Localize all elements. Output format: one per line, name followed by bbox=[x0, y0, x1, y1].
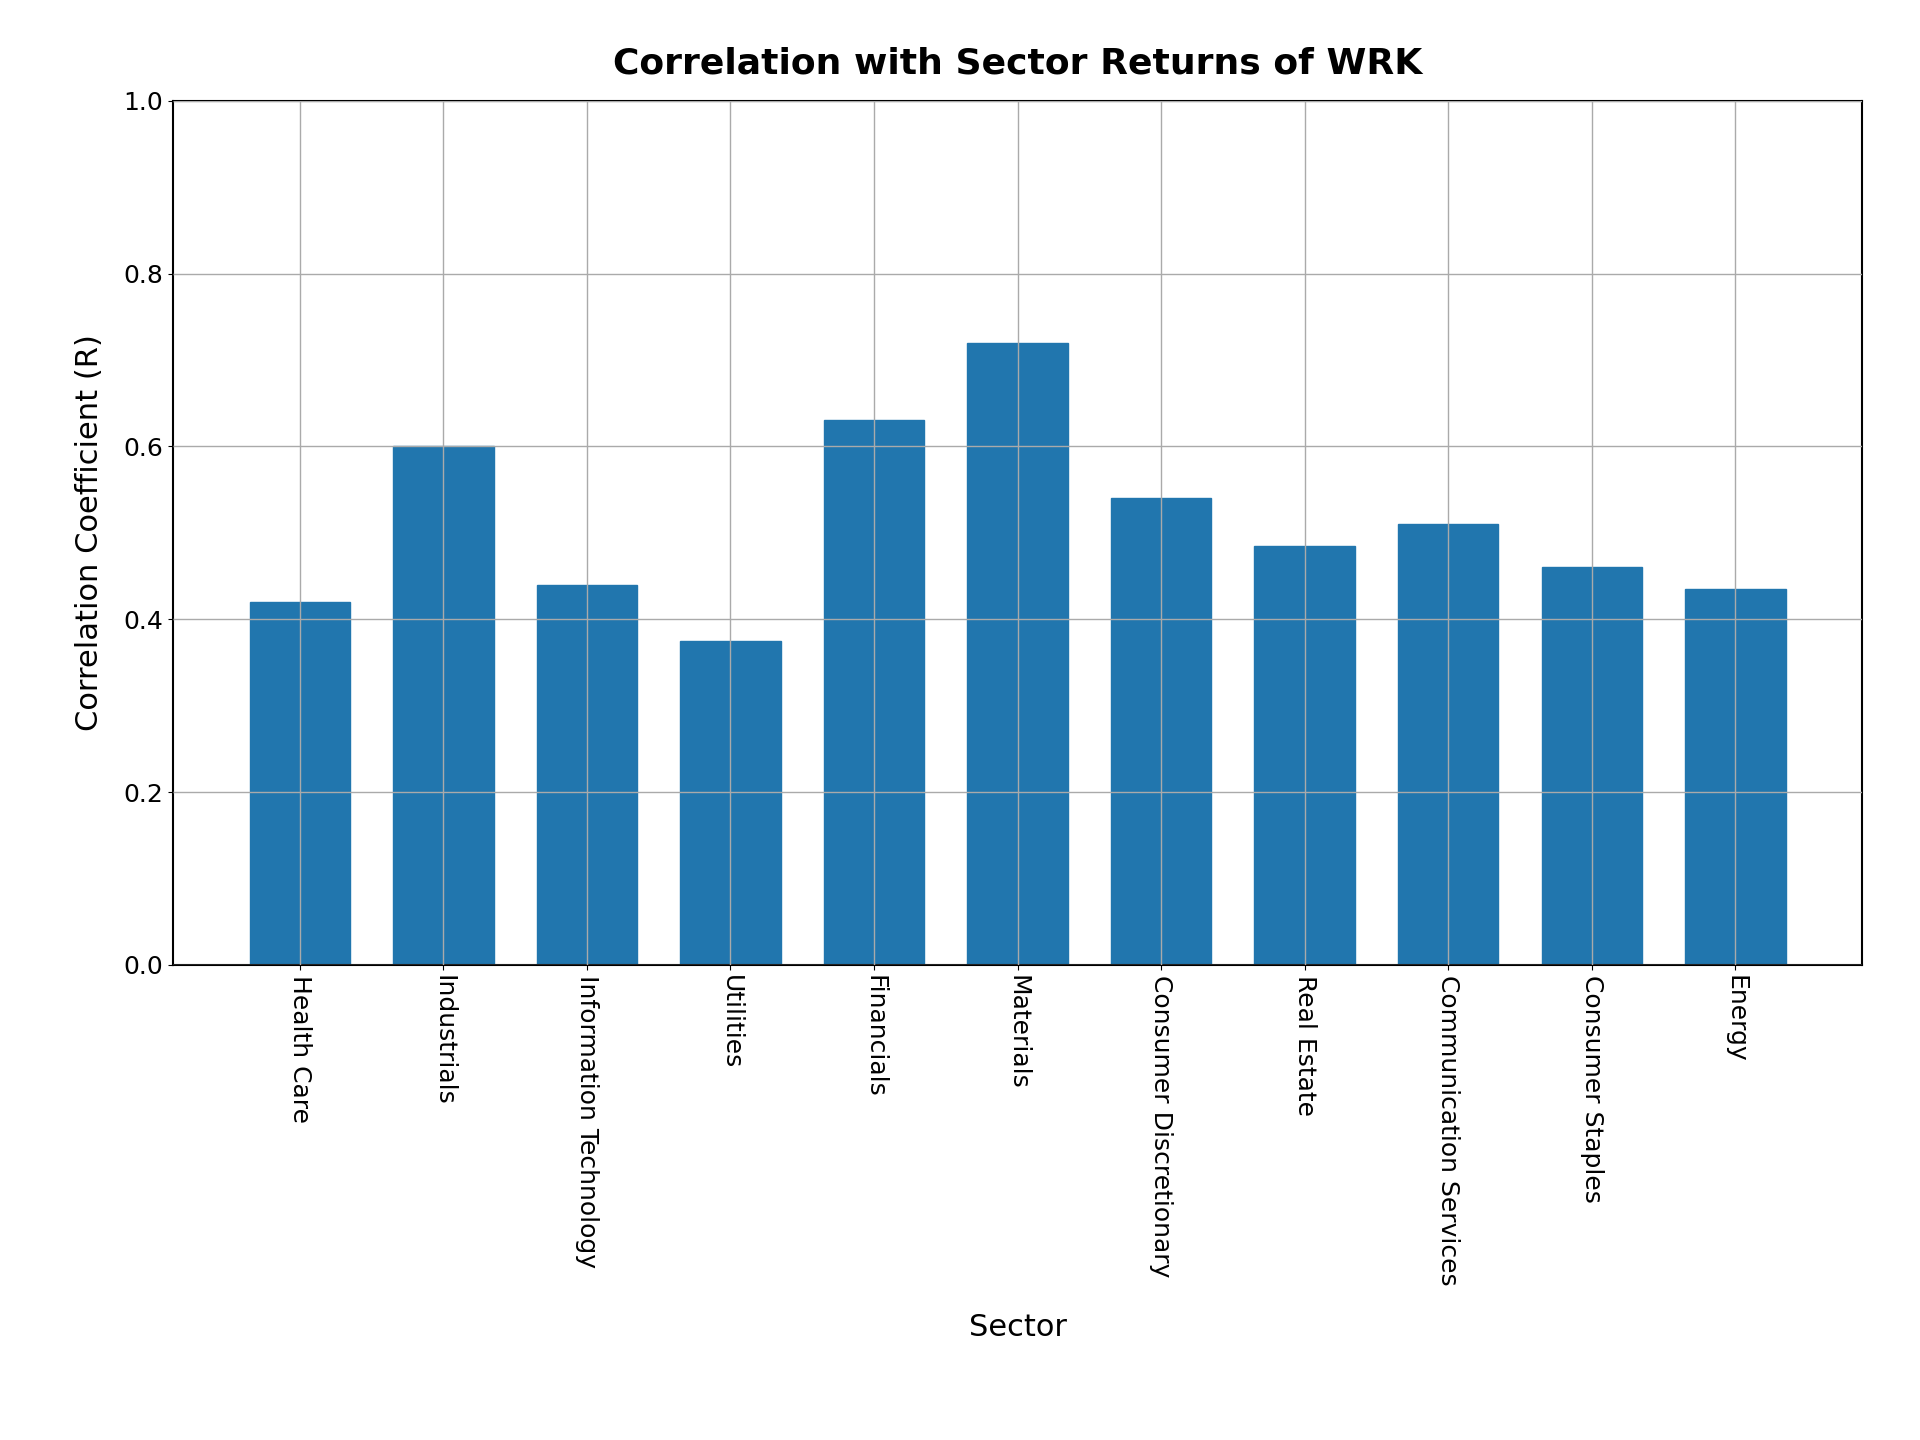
Bar bbox=[1686, 589, 1786, 965]
Bar bbox=[538, 585, 637, 965]
Bar bbox=[1398, 524, 1498, 965]
Bar bbox=[394, 446, 493, 965]
Y-axis label: Correlation Coefficient (R): Correlation Coefficient (R) bbox=[75, 334, 104, 732]
Bar bbox=[824, 420, 924, 965]
Bar bbox=[250, 602, 349, 965]
Bar bbox=[1542, 567, 1642, 965]
Title: Correlation with Sector Returns of WRK: Correlation with Sector Returns of WRK bbox=[612, 46, 1423, 81]
X-axis label: Sector: Sector bbox=[968, 1313, 1068, 1342]
Bar bbox=[1254, 546, 1356, 965]
Bar bbox=[1112, 498, 1212, 965]
Bar bbox=[968, 343, 1068, 965]
Bar bbox=[680, 641, 781, 965]
